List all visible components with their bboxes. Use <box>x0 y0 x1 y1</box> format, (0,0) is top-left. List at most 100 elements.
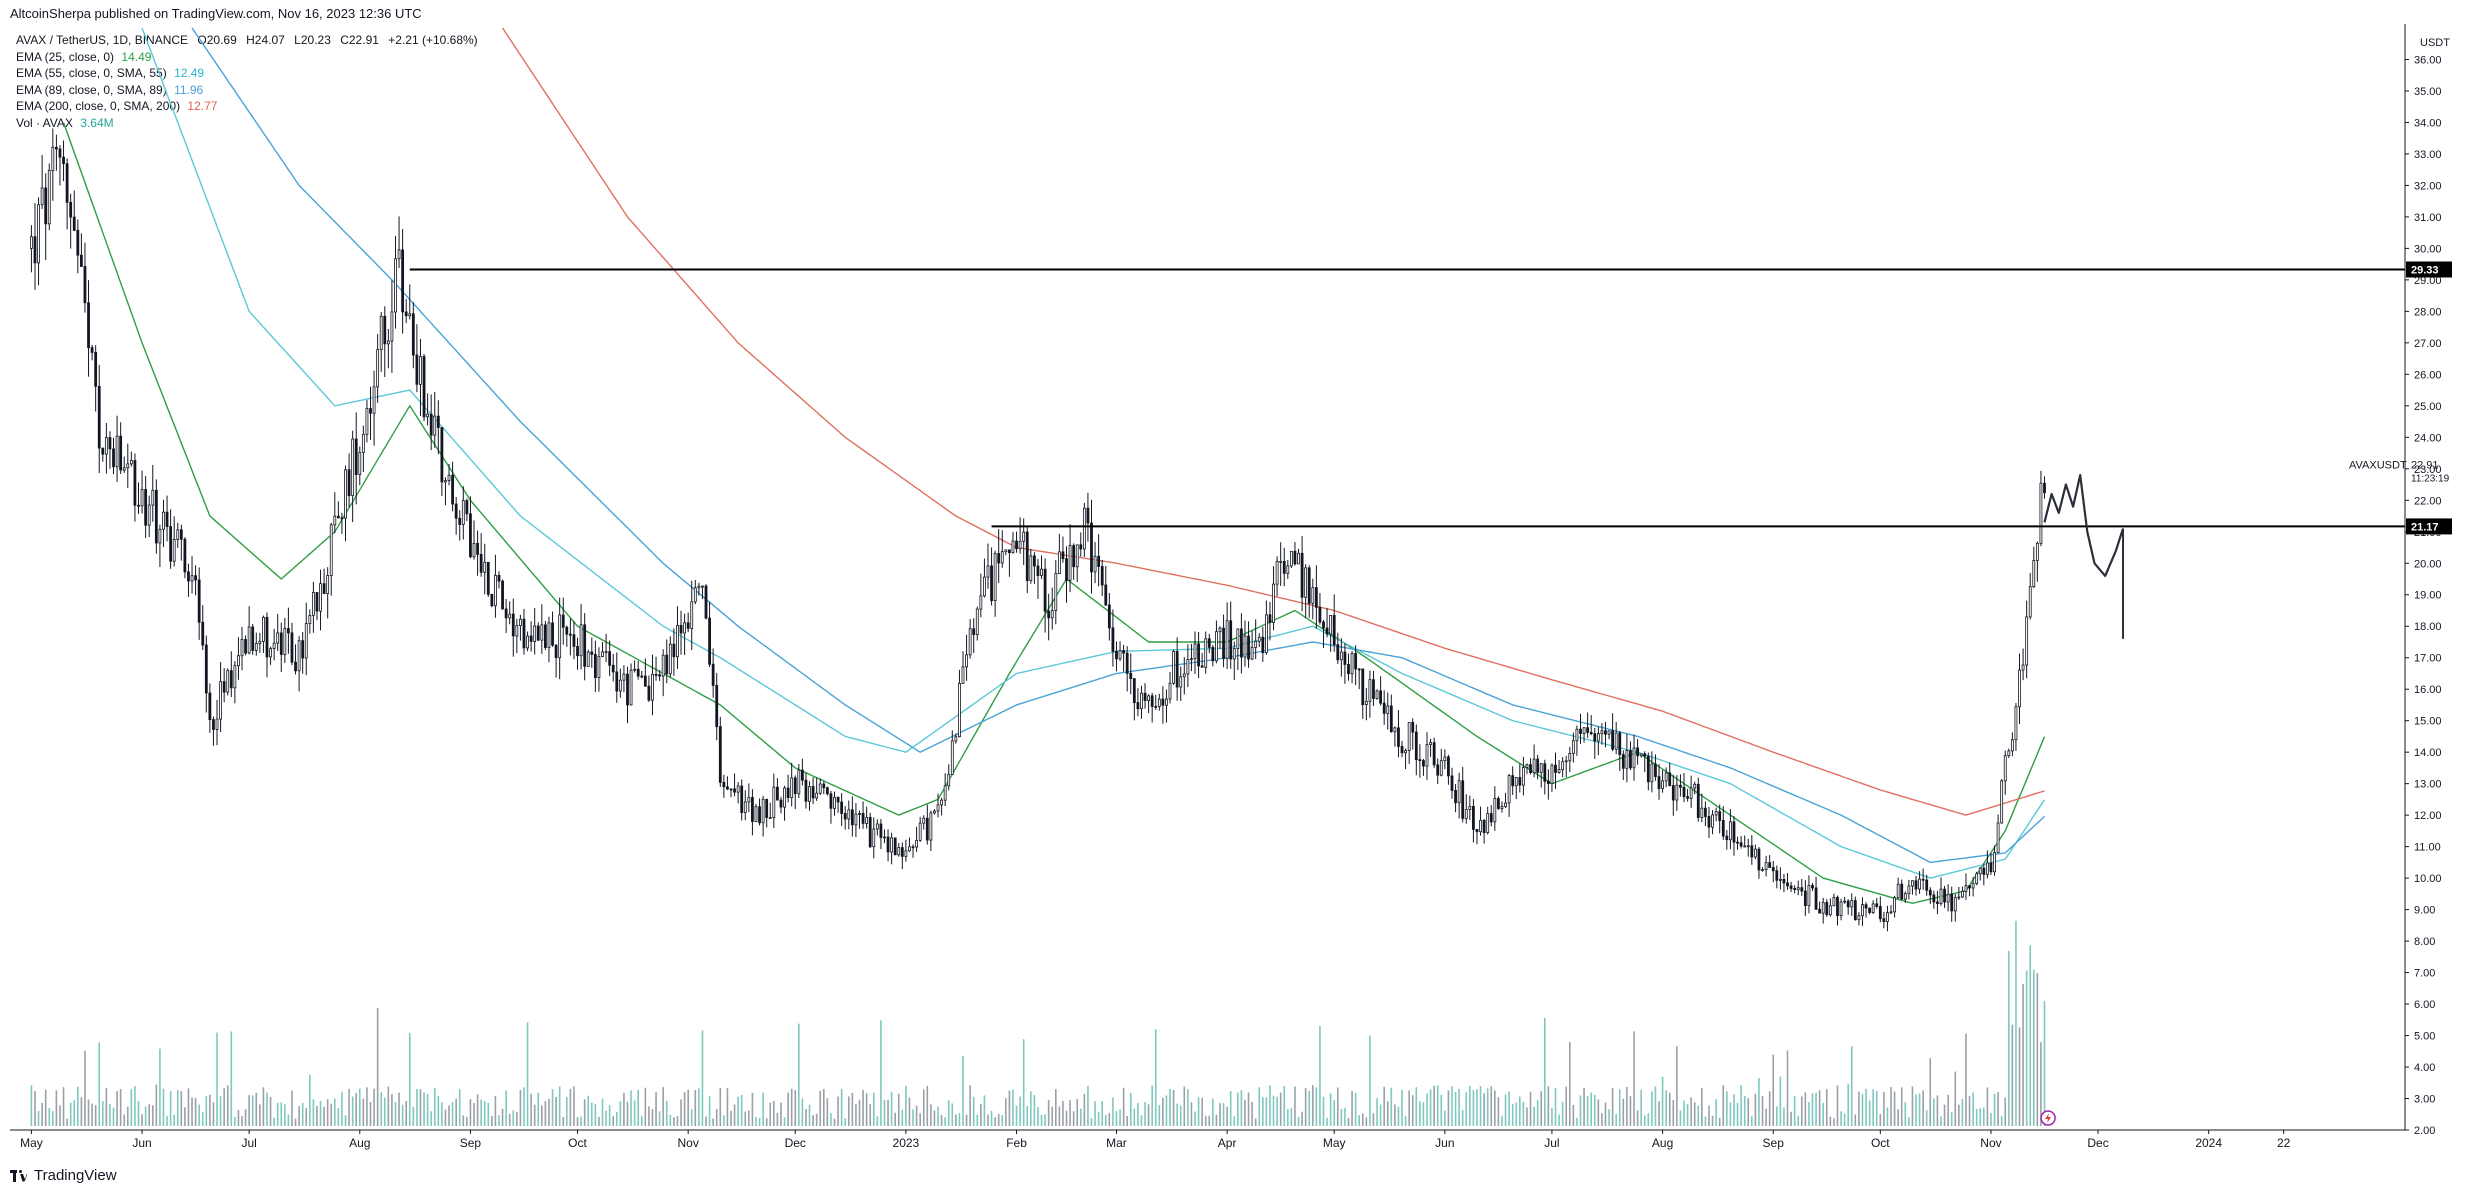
price-tick-label: 36.00 <box>2414 54 2442 66</box>
price-tick-label: 24.00 <box>2414 432 2442 444</box>
candle-body <box>1582 727 1586 734</box>
candle-body <box>1718 811 1722 821</box>
legend-high: H24.07 <box>246 33 285 47</box>
volume-bar <box>1386 1101 1389 1126</box>
candle-body <box>543 624 547 648</box>
legend-ema55[interactable]: EMA (55, close, 0, SMA, 55) 12.49 <box>16 66 205 80</box>
volume-bar <box>37 1110 40 1126</box>
volume-bar <box>1483 1093 1485 1126</box>
volume-bar <box>1151 1085 1153 1126</box>
volume-bar <box>1247 1092 1250 1126</box>
legend-ema89[interactable]: EMA (89, close, 0, SMA, 89) 11.96 <box>16 82 204 97</box>
volume-bar <box>615 1111 618 1126</box>
volume-bar <box>623 1092 625 1126</box>
volume-bar <box>337 1108 340 1126</box>
candle-body <box>943 785 947 801</box>
legend-volume[interactable]: Vol · AVAX 3.64M <box>16 115 114 130</box>
volume-bar <box>394 1102 397 1126</box>
volume-bar <box>1476 1089 1478 1126</box>
volume-bar <box>1190 1102 1193 1126</box>
volume-bar <box>1711 1115 1714 1126</box>
candle-body <box>1422 760 1425 767</box>
volume-bar <box>1315 1087 1318 1126</box>
volume-bar <box>1015 1105 1018 1126</box>
candle-body <box>1725 835 1729 841</box>
candle-body <box>1775 870 1779 881</box>
candle-body <box>736 785 740 793</box>
candle-body <box>1275 561 1279 585</box>
candle-body <box>1154 706 1158 708</box>
volume-bar <box>383 1097 386 1126</box>
candle-body <box>472 542 476 558</box>
candle-body <box>1968 885 1971 889</box>
candle-body <box>1753 848 1757 858</box>
volume-bar <box>341 1091 343 1126</box>
volume-bar <box>1611 1087 1614 1126</box>
volume-bar <box>273 1117 275 1126</box>
volume-bar <box>1419 1101 1421 1126</box>
candle-body <box>1336 644 1340 661</box>
candle-body <box>1293 550 1297 565</box>
candle-body <box>1186 659 1190 675</box>
candle-body <box>169 526 173 562</box>
volume-bar <box>401 1104 404 1126</box>
candle-body <box>208 692 212 720</box>
volume-bar <box>205 1096 208 1126</box>
candle-body <box>847 809 851 820</box>
volume-bar <box>316 1105 318 1126</box>
volume-bar <box>1836 1085 1839 1126</box>
legend-ema200[interactable]: EMA (200, close, 0, SMA, 200) 12.77 <box>16 99 218 113</box>
volume-bar <box>1022 1039 1025 1126</box>
volume-bar <box>512 1110 515 1126</box>
candle-body <box>112 448 115 468</box>
candle-body <box>672 643 676 658</box>
volume-bar <box>1886 1107 1889 1126</box>
candle-body <box>797 769 801 795</box>
candle-body <box>1247 635 1250 660</box>
volume-bar <box>1872 1089 1874 1126</box>
volume-bar <box>1658 1101 1660 1126</box>
volume-bar <box>1112 1097 1114 1126</box>
volume-bar <box>1254 1118 1257 1126</box>
candle-body <box>529 635 533 642</box>
candle-body <box>229 670 233 689</box>
horizontal-levels[interactable] <box>409 268 2405 639</box>
volume-bar <box>1055 1089 1057 1126</box>
volume-bar <box>1240 1090 1243 1126</box>
candle-body <box>1689 787 1693 799</box>
volume-bar <box>80 1097 83 1126</box>
candle-body <box>258 640 262 644</box>
candle-body <box>1447 756 1450 777</box>
volume-bar <box>1005 1098 1007 1126</box>
volume-bar <box>1501 1115 1503 1126</box>
volume-bar <box>969 1085 971 1126</box>
volume-bar <box>398 1092 400 1126</box>
candle-body <box>465 500 469 515</box>
price-tick-label: 33.00 <box>2414 149 2442 161</box>
volume-bar <box>1822 1102 1825 1126</box>
volume-bar <box>1572 1104 1575 1126</box>
volume-bar <box>433 1088 436 1126</box>
candle-body <box>1243 635 1247 658</box>
volume-bar <box>516 1111 518 1126</box>
candle-body <box>1364 700 1368 706</box>
candle-body <box>1604 730 1607 735</box>
candle-body <box>104 437 108 455</box>
volume-bar <box>551 1089 554 1126</box>
candle-body <box>1325 627 1329 635</box>
candle-body <box>1140 692 1143 710</box>
candle-body <box>1147 695 1151 701</box>
candle-body <box>1307 567 1311 604</box>
candle-body <box>622 673 626 681</box>
legend-ema25[interactable]: EMA (25, close, 0) 14.49 <box>16 49 152 64</box>
volume-bar <box>137 1101 140 1126</box>
candle-body <box>158 528 162 544</box>
volume-bar <box>1297 1116 1300 1126</box>
candle-body <box>1546 780 1550 784</box>
candle-body <box>304 623 308 659</box>
candle-body <box>1115 650 1118 660</box>
volume-bar <box>894 1112 896 1126</box>
candle-body <box>219 681 222 720</box>
volume-bar <box>423 1092 425 1126</box>
